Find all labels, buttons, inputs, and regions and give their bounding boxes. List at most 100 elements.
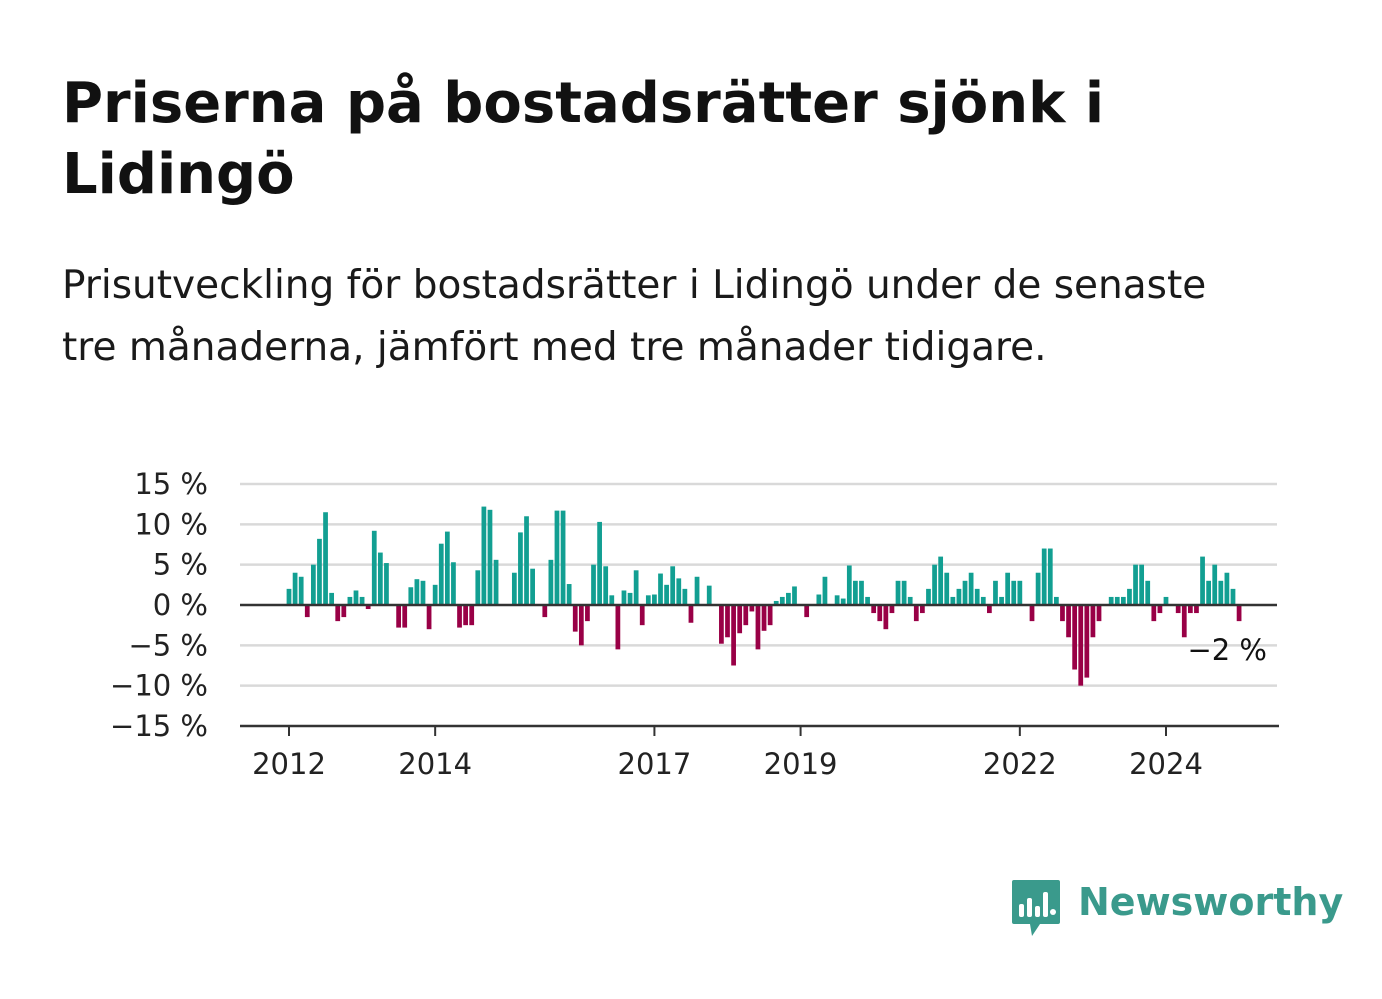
bar	[1236, 605, 1242, 622]
bar	[694, 576, 700, 605]
bar	[1127, 588, 1132, 605]
page-subtitle: Prisutveckling för bostadsrätter i Lidin…	[62, 263, 1207, 370]
bar	[901, 580, 907, 605]
bars	[286, 506, 1242, 686]
bar	[1114, 596, 1120, 605]
bar	[907, 596, 913, 605]
bar	[1041, 548, 1047, 605]
bar	[652, 594, 657, 605]
bar	[530, 568, 535, 605]
bar	[865, 596, 870, 605]
bar	[1120, 596, 1126, 605]
x-tick-label: 2024	[1129, 747, 1203, 781]
bar	[737, 605, 743, 634]
bar	[481, 506, 487, 605]
bar	[414, 579, 420, 605]
bar	[1029, 605, 1035, 622]
x-tick-label: 2012	[252, 747, 326, 781]
page-title: Priserna på bostadsrätter sjönk i Liding…	[62, 71, 1105, 207]
bar	[853, 580, 858, 605]
bar	[566, 584, 572, 605]
bar	[304, 605, 310, 618]
bar	[1218, 580, 1224, 605]
axes	[240, 603, 1279, 728]
bar	[615, 605, 621, 650]
bar	[999, 596, 1004, 605]
bar	[1054, 596, 1059, 605]
bar	[457, 605, 462, 628]
bar	[639, 605, 645, 626]
bar	[1035, 572, 1041, 605]
bar	[1139, 564, 1145, 605]
bar	[1090, 605, 1096, 638]
y-tick-label: 5 %	[153, 548, 208, 582]
bar	[1017, 580, 1023, 605]
bar	[585, 605, 590, 622]
bar	[329, 592, 335, 605]
bar	[603, 566, 609, 605]
y-tick-label: −5 %	[128, 628, 208, 662]
bar	[950, 596, 956, 605]
bar	[1163, 596, 1169, 605]
bar	[402, 605, 408, 628]
bar	[560, 510, 566, 605]
bar	[913, 605, 919, 622]
y-axis-ticks: 15 % 10 % 5 % 0 % −5 % −10 % −15 %	[110, 467, 208, 743]
bar	[786, 592, 791, 605]
bar	[420, 580, 426, 605]
bar	[792, 586, 797, 605]
bar	[396, 605, 401, 628]
bar	[840, 598, 846, 605]
bar	[822, 576, 828, 605]
bar	[1060, 605, 1065, 622]
bar	[682, 588, 688, 605]
bar	[1200, 556, 1205, 605]
bar	[524, 516, 529, 605]
bar	[719, 605, 724, 644]
bar	[1157, 605, 1163, 614]
bar	[1096, 605, 1102, 622]
bar	[1005, 572, 1011, 605]
bar	[365, 605, 371, 610]
bar	[1212, 564, 1218, 605]
bar	[597, 521, 602, 605]
bar	[511, 572, 517, 605]
bar	[1078, 605, 1084, 686]
bar	[688, 605, 694, 623]
bar	[347, 596, 353, 605]
bar	[1230, 588, 1236, 605]
newsworthy-logo-icon	[1012, 880, 1060, 936]
bar	[572, 605, 578, 632]
bar	[895, 580, 901, 605]
y-tick-label: −15 %	[110, 709, 208, 743]
bar	[664, 584, 669, 605]
bar	[310, 564, 316, 605]
bar	[920, 605, 925, 614]
bar	[1151, 605, 1157, 622]
x-tick-label: 2022	[983, 747, 1057, 781]
x-tick-label: 2014	[398, 747, 472, 781]
grid-lines	[240, 482, 1277, 687]
bar	[980, 596, 986, 605]
bar	[706, 585, 712, 605]
bar	[633, 570, 639, 605]
bar	[1011, 580, 1017, 605]
bar	[658, 573, 663, 605]
bar	[956, 588, 962, 605]
bar	[1108, 596, 1114, 605]
bar	[676, 578, 682, 605]
bar	[591, 564, 596, 605]
bar	[1224, 572, 1230, 605]
bar	[292, 572, 298, 605]
bar	[1047, 548, 1053, 605]
bar	[846, 565, 852, 605]
bar	[1084, 605, 1090, 678]
bar	[773, 600, 779, 605]
bar	[1206, 580, 1212, 605]
bar	[645, 595, 651, 605]
bar	[371, 530, 377, 605]
bar	[475, 570, 481, 605]
bar	[1175, 605, 1181, 614]
y-tick-label: −10 %	[110, 669, 208, 703]
bar	[871, 605, 877, 614]
